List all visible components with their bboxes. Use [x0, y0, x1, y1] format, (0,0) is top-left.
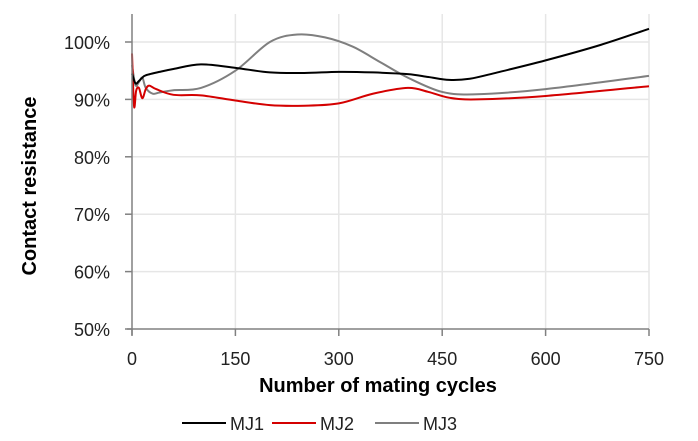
- y-tick-label: 70%: [74, 205, 110, 225]
- series-line-mj3: [131, 33, 650, 96]
- legend: MJ1 MJ2 MJ3: [182, 414, 457, 434]
- x-tick-label: 750: [634, 349, 664, 369]
- x-axis-title: Number of mating cycles: [259, 375, 497, 397]
- series-line-mj1: [131, 27, 650, 85]
- series-line-mj2: [131, 53, 650, 109]
- y-tick-label: 50%: [74, 320, 110, 340]
- series-lines: [131, 27, 650, 109]
- x-tick-labels: 0 150 300 450 600 750: [127, 349, 664, 369]
- x-tick-label: 150: [220, 349, 250, 369]
- x-tick-label: 600: [531, 349, 561, 369]
- y-tick-label: 80%: [74, 148, 110, 168]
- legend-item-mj2: MJ2: [272, 414, 354, 434]
- legend-item-mj1: MJ1: [182, 414, 264, 434]
- y-tick-label: 90%: [74, 90, 110, 110]
- legend-label: MJ1: [230, 414, 264, 434]
- gridlines: [132, 14, 650, 329]
- y-axis-title: Contact resistance: [19, 97, 41, 276]
- y-tick-label: 100%: [64, 33, 110, 53]
- y-tick-labels: 50% 60% 70% 80% 90% 100%: [64, 33, 110, 340]
- x-tick-label: 300: [324, 349, 354, 369]
- y-tick-label: 60%: [74, 263, 110, 283]
- legend-item-mj3: MJ3: [375, 414, 457, 434]
- x-tick-label: 0: [127, 349, 137, 369]
- legend-label: MJ2: [320, 414, 354, 434]
- axes: [125, 14, 650, 336]
- x-tick-label: 450: [427, 349, 457, 369]
- legend-label: MJ3: [423, 414, 457, 434]
